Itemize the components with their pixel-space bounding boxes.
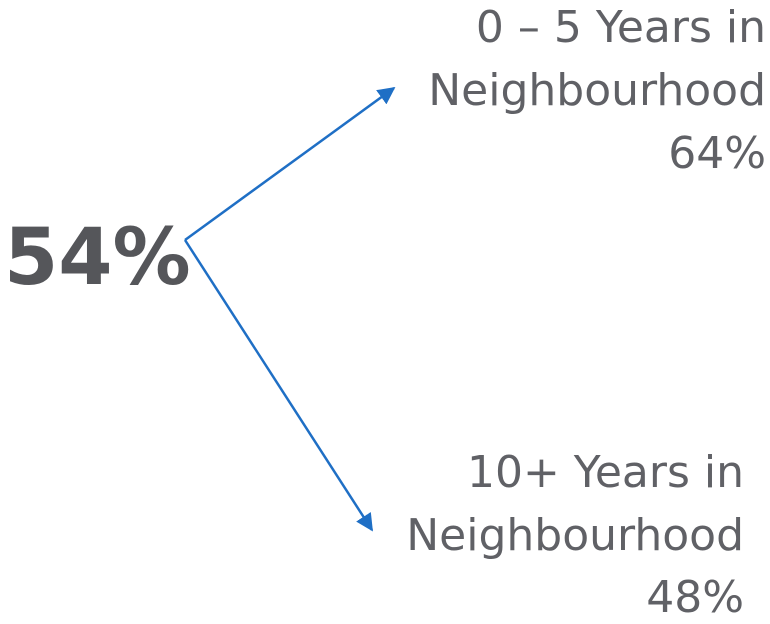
branch-label: Neighbourhood bbox=[428, 65, 766, 116]
branch-value: 64% bbox=[668, 128, 766, 179]
branch-label: Neighbourhood bbox=[406, 510, 744, 561]
branch-label: 10+ Years in bbox=[467, 447, 744, 498]
main-value: 54% bbox=[4, 213, 191, 303]
branch-label: 0 – 5 Years in bbox=[476, 2, 766, 53]
branch-value: 48% bbox=[646, 572, 744, 623]
arrow-up bbox=[184, 86, 396, 242]
arrow-down bbox=[183, 239, 374, 532]
